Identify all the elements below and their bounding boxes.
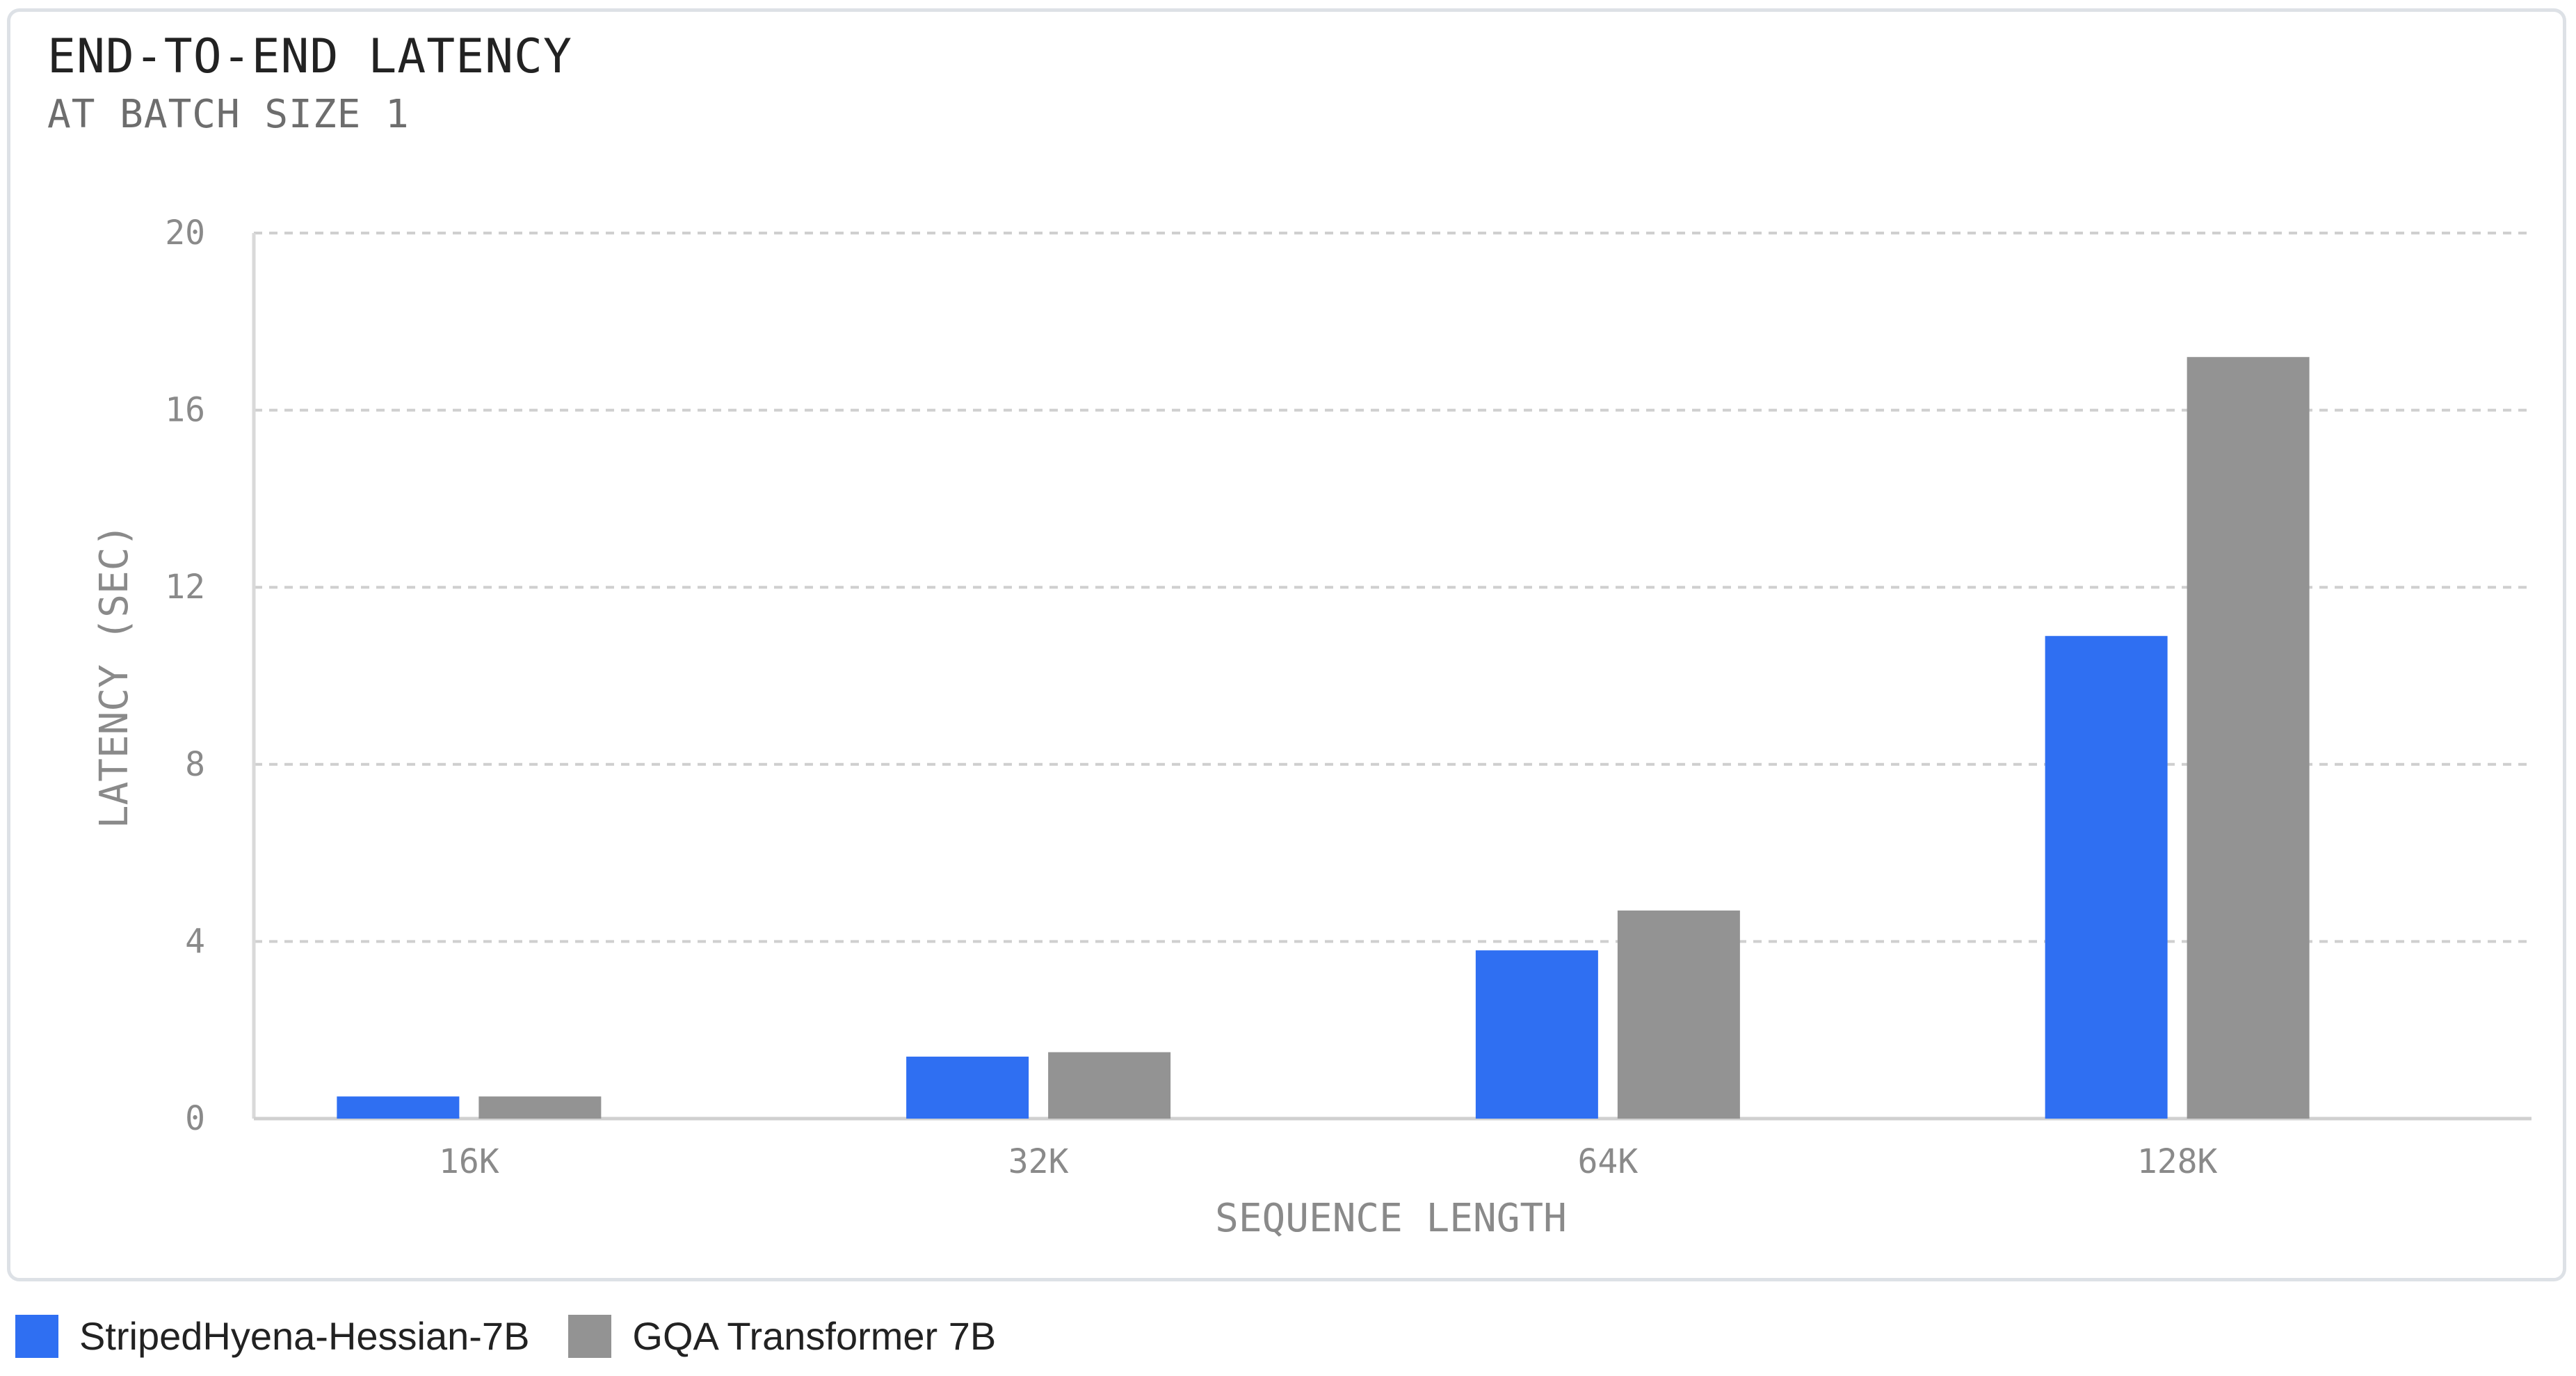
x-axis-title: SEQUENCE LENGTH [1215,1196,1567,1241]
y-tick-label: 4 [185,922,205,961]
y-tick-label: 20 [165,214,205,253]
bars [337,357,2310,1119]
bar-gqa-transformer-128k [2187,357,2310,1119]
y-tick-label: 16 [165,391,205,430]
legend-swatch-stripedhyena [15,1314,58,1358]
y-axis-title: LATENCY (SEC) [92,524,137,829]
tick-labels: 0 4 8 12 16 20 16K 32K 64K 128K [165,214,2217,1181]
bar-stripedhyena-128k [2045,636,2168,1119]
y-tick-label: 12 [165,568,205,607]
bar-gqa-transformer-32k [1048,1052,1171,1119]
bar-stripedhyena-64k [1475,950,1598,1119]
bar-gqa-transformer-16k [478,1096,602,1119]
bar-stripedhyena-32k [906,1056,1029,1119]
legend-label-stripedhyena: StripedHyena-Hessian-7B [79,1314,530,1358]
bar-gqa-transformer-64k [1617,910,1740,1119]
chart-subtitle: AT BATCH SIZE 1 [47,92,410,137]
y-tick-label: 0 [185,1099,205,1138]
legend-swatch-gqa-transformer [568,1314,612,1358]
x-tick-label: 16K [439,1142,499,1181]
chart-title: END-TO-END LATENCY [47,29,572,84]
legend-item-gqa-transformer: GQA Transformer 7B [568,1313,996,1359]
legend-item-stripedhyena: StripedHyena-Hessian-7B [15,1313,529,1359]
x-tick-label: 128K [2137,1142,2218,1181]
x-tick-label: 64K [1578,1142,1639,1181]
x-tick-label: 32K [1008,1142,1069,1181]
y-tick-label: 8 [185,745,205,784]
bar-stripedhyena-16k [337,1096,460,1119]
legend: StripedHyena-Hessian-7B GQA Transformer … [15,1313,1035,1359]
legend-label-gqa-transformer: GQA Transformer 7B [632,1314,997,1358]
